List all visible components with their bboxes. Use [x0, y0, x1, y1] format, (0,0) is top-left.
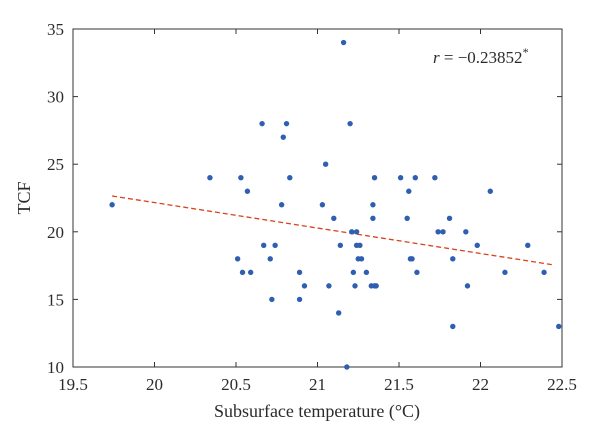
y-tick-label: 15	[47, 290, 64, 309]
trend-line	[112, 195, 554, 266]
data-point	[278, 202, 285, 208]
data-point	[331, 215, 337, 221]
x-tick-label: 20.5	[221, 375, 251, 394]
y-axis-label: TCF	[14, 181, 34, 214]
x-tick-label: 22.5	[547, 375, 577, 394]
data-point	[261, 242, 267, 249]
y-tick-label: 35	[47, 20, 64, 39]
data-point	[340, 39, 347, 46]
data-point	[409, 256, 415, 262]
x-tick-label: 19.5	[58, 375, 88, 394]
data-point	[344, 364, 350, 370]
data-point	[267, 256, 273, 262]
data-point	[347, 120, 353, 127]
data-point	[358, 256, 365, 262]
data-point	[326, 283, 332, 289]
data-point	[435, 229, 441, 235]
data-point	[406, 188, 412, 194]
x-tick-label: 22	[472, 375, 489, 394]
data-point	[404, 215, 410, 221]
trend-line-layer	[112, 195, 554, 266]
data-point	[283, 120, 290, 127]
data-point	[412, 175, 418, 181]
data-point	[464, 283, 471, 289]
data-point	[414, 269, 420, 276]
x-tick-label: 21	[309, 375, 326, 394]
data-point	[319, 202, 326, 208]
data-point	[474, 242, 480, 249]
x-tick-label: 20	[146, 375, 163, 394]
correlation-annotation: r = −0.23852*	[433, 45, 529, 67]
y-tick-label: 25	[47, 155, 64, 174]
annotation-suffix: *	[523, 45, 529, 59]
data-point	[371, 175, 378, 181]
data-point	[207, 175, 213, 181]
data-point	[296, 296, 303, 303]
data-point	[373, 283, 379, 289]
data-point	[272, 242, 278, 249]
data-point	[541, 269, 547, 276]
data-point	[301, 283, 308, 289]
data-point	[525, 242, 531, 249]
data-point	[357, 242, 363, 249]
y-tick-label: 10	[47, 358, 64, 377]
y-tick-label: 30	[47, 88, 64, 107]
data-point	[350, 269, 357, 276]
data-point	[269, 296, 275, 303]
data-point	[370, 215, 376, 221]
data-point	[440, 229, 446, 235]
data-point	[450, 323, 456, 330]
y-axis: 10 15 20 25 30 35	[47, 20, 562, 377]
data-point	[353, 229, 360, 235]
data-point	[238, 175, 244, 181]
data-point	[244, 188, 251, 194]
data-point	[370, 202, 376, 208]
data-point	[487, 188, 493, 194]
plot-frame	[72, 28, 563, 368]
data-point	[335, 310, 342, 316]
data-point	[239, 269, 246, 276]
data-point	[450, 256, 456, 262]
data-point	[502, 269, 508, 276]
data-point	[247, 269, 254, 276]
data-point	[234, 256, 241, 262]
data-point	[556, 323, 562, 330]
x-tick-label: 21.5	[384, 375, 414, 394]
data-point	[363, 269, 370, 276]
annotation-value: = −0.23852	[440, 48, 523, 67]
data-point	[287, 175, 293, 181]
data-point	[397, 175, 404, 181]
data-point	[296, 269, 303, 276]
data-point	[463, 229, 469, 235]
data-point	[322, 161, 329, 167]
data-point	[432, 175, 438, 181]
data-point	[446, 215, 453, 221]
data-point	[259, 120, 265, 127]
data-point	[349, 229, 355, 235]
data-point	[352, 283, 358, 289]
annotation-label: r	[433, 48, 440, 67]
x-axis-label: Subsurface temperature (°C)	[214, 401, 420, 422]
x-axis: 19.5 20 20.5 21 21.5 22 22.5	[58, 29, 577, 394]
data-point	[280, 134, 286, 140]
data-point	[337, 242, 344, 249]
data-points	[109, 39, 562, 370]
y-tick-label: 20	[47, 223, 64, 242]
data-point	[109, 202, 115, 208]
